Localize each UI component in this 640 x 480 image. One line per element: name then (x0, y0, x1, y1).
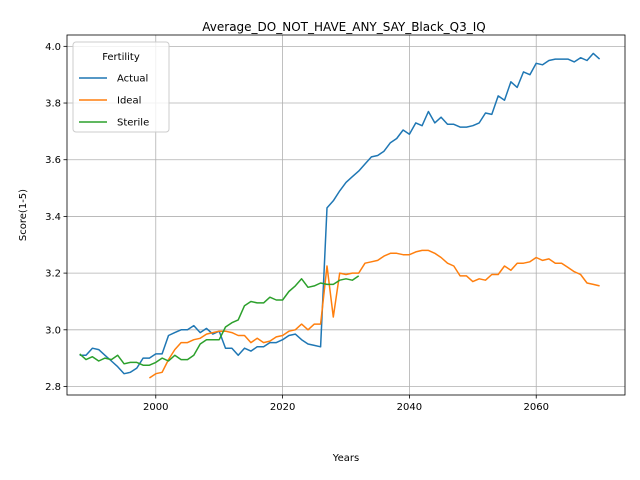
legend-label-sterile: Sterile (117, 118, 149, 129)
y-tick-label: 4.0 (45, 42, 61, 53)
y-tick-label: 3.6 (45, 155, 61, 166)
legend: Fertility Actual Ideal Sterile (72, 41, 170, 133)
legend-box (72, 41, 170, 133)
series-lines (79, 52, 601, 379)
y-tick-label: 3.2 (45, 269, 61, 280)
chart-title: Average_DO_NOT_HAVE_ANY_SAY_Black_Q3_IQ (202, 20, 485, 34)
y-tick-label: 3.4 (45, 212, 61, 223)
y-tick-label: 2.8 (45, 382, 61, 393)
legend-label-actual: Actual (117, 74, 148, 85)
legend-items: Actual Ideal Sterile (79, 74, 149, 129)
legend-label-ideal: Ideal (117, 96, 141, 107)
x-tick-label: 2020 (270, 402, 295, 413)
series-line-sterile (79, 275, 360, 366)
x-axis-label: Years (332, 453, 359, 464)
y-axis-label: Score(1-5) (18, 189, 29, 241)
x-tick-label: 2000 (143, 402, 168, 413)
y-axis: 2.8 3.0 3.2 3.4 3.6 3.8 4.0 (45, 42, 67, 393)
legend-title: Fertility (102, 52, 140, 63)
y-tick-label: 3.8 (45, 99, 61, 110)
y-tick-label: 3.0 (45, 325, 61, 336)
plot-frame (66, 34, 626, 396)
x-tick-label: 2060 (524, 402, 549, 413)
series-line-actual (79, 52, 601, 375)
x-axis: 2000 2020 2040 2060 (143, 395, 549, 413)
series-line-ideal (148, 249, 600, 379)
x-tick-label: 2040 (397, 402, 422, 413)
